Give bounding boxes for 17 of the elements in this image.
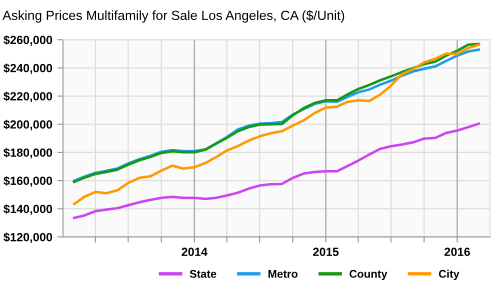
chart-title: Asking Prices Multifamily for Sale Los Angeles, CA ($/Unit) <box>2 10 344 23</box>
legend-label: Metro <box>268 270 298 278</box>
x-tick-label: 2014 <box>182 248 208 256</box>
y-tick-label: $220,000 <box>4 92 52 102</box>
y-tick-label: $160,000 <box>4 176 52 187</box>
y-tick-label: $180,000 <box>4 148 52 159</box>
y-tick-label: $260,000 <box>4 35 52 46</box>
y-tick-label: $120,000 <box>4 232 52 244</box>
legend-label: County <box>350 270 388 280</box>
legend-label: City <box>438 270 460 280</box>
y-tick-label: $200,000 <box>4 120 52 130</box>
y-tick-label: $240,000 <box>4 63 52 74</box>
x-tick-label: 2016 <box>444 248 470 256</box>
legend-label: State <box>190 270 216 278</box>
y-tick-label: $140,000 <box>4 204 52 215</box>
line-series <box>72 122 480 220</box>
x-tick-label: 2015 <box>313 248 339 256</box>
